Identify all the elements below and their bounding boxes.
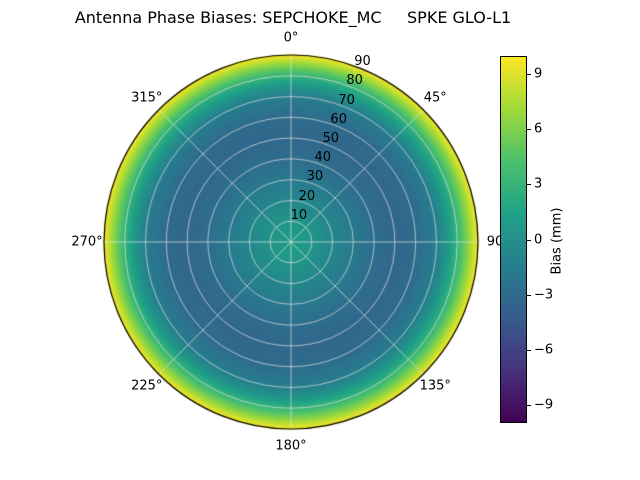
colorbar-label: Bias (mm)	[549, 207, 565, 275]
angular-tick-label: 0°	[283, 30, 299, 46]
colorbar-tick-label: 0	[534, 232, 543, 247]
angular-tick-label: 180°	[275, 438, 307, 454]
angular-tick-label: 90	[486, 234, 504, 250]
colorbar	[500, 56, 527, 423]
radial-tick-label: 40	[314, 150, 332, 166]
chart-title: Antenna Phase Biases: SEPCHOKE_MC SPKE G…	[74, 8, 512, 27]
radial-tick-label: 80	[346, 73, 363, 89]
colorbar-tick-mark	[527, 294, 531, 296]
radial-tick-label: 70	[338, 92, 355, 108]
radial-tick-label: 90	[354, 54, 371, 70]
colorbar-tick-mark	[527, 349, 531, 351]
radial-tick-label: 60	[330, 111, 347, 127]
colorbar-tick-label: −3	[534, 287, 554, 303]
colorbar-tick-mark	[527, 239, 531, 241]
radial-tick-label: 50	[322, 131, 340, 147]
colorbar-tick-mark	[527, 74, 531, 76]
angular-tick-label: 45°	[423, 90, 447, 106]
colorbar-tick-label: −9	[534, 397, 554, 413]
colorbar-tick-label: 9	[534, 66, 543, 82]
angular-tick-label: 225°	[131, 378, 163, 394]
colorbar-tick-label: 6	[534, 121, 543, 137]
angular-tick-label: 135°	[419, 378, 451, 394]
radial-tick-label: 30	[306, 169, 324, 185]
angular-tick-label: 270°	[71, 234, 103, 250]
colorbar-tick-mark	[527, 129, 531, 131]
colorbar-tick-mark	[527, 184, 531, 186]
colorbar-tick-label: 3	[534, 176, 543, 192]
radial-tick-label: 20	[298, 188, 316, 204]
radial-tick-label: 10	[290, 207, 308, 223]
angular-tick-label: 315°	[131, 90, 163, 106]
colorbar-tick-label: −6	[534, 342, 554, 358]
colorbar-tick-mark	[527, 404, 531, 406]
